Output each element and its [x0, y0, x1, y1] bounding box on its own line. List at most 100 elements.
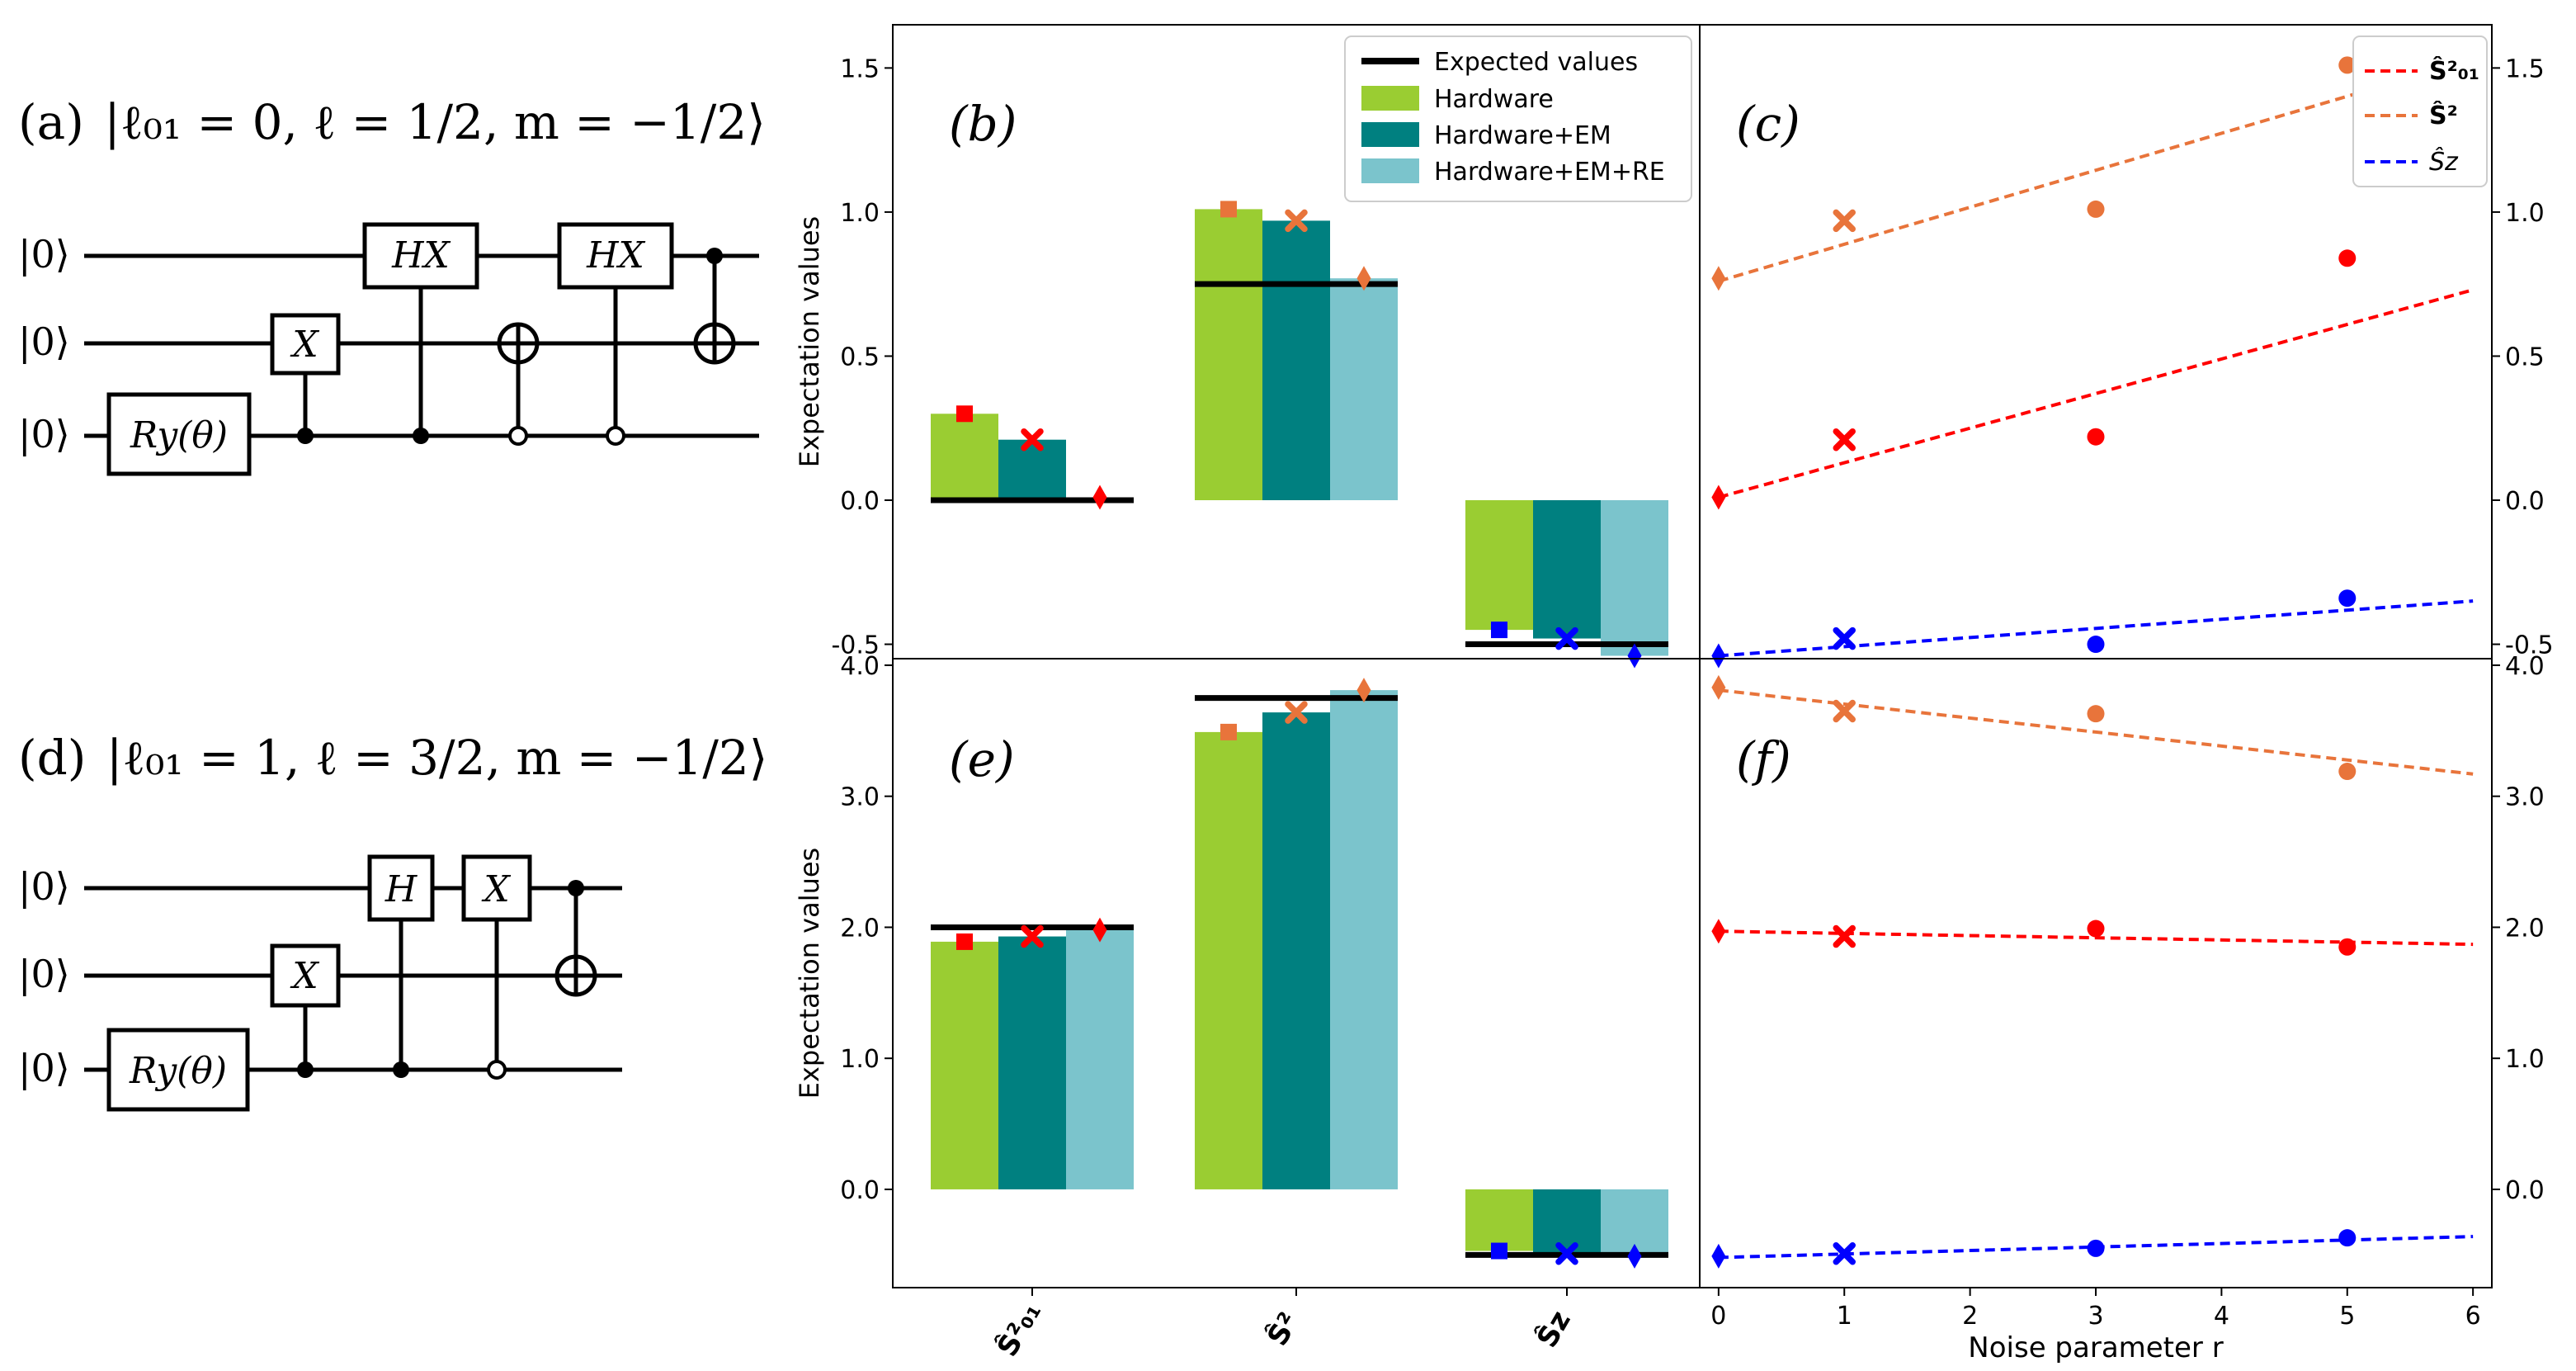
chart-e-xtick-label-1: Ŝ²	[1260, 1307, 1305, 1352]
circuit-d-x-label-2: X	[481, 868, 511, 910]
circuit-a-ry-label: Ry(θ)	[130, 414, 228, 456]
legend-b-hardware-swatch	[1361, 86, 1419, 111]
chart-c-ytick-label-3: 1.0	[2505, 199, 2545, 228]
circuit-d-x-gate-1	[270, 943, 341, 1008]
chart-c-point-1-0	[1711, 266, 1726, 291]
circuit-d-open-ctrl	[487, 1060, 507, 1080]
chart-b-marker-2-0	[1491, 622, 1507, 639]
chart-f-point-2-3	[2338, 1229, 2357, 1247]
circuit-d-label: (d)	[18, 730, 86, 786]
chart-e-marker-1-1	[1285, 701, 1308, 724]
chart-e-xtick-label-0: Ŝ²₀₁	[990, 1296, 1048, 1362]
chart-f-xtick-label-6: 6	[2465, 1302, 2481, 1331]
legend-b-em-re-label: Hardware+EM+RE	[1434, 158, 1665, 187]
chart-b-ylabel: Expectation values	[794, 216, 825, 467]
chart-c-fit-1	[1718, 57, 2474, 283]
circuit-d-ket-1: |0⟩	[18, 864, 70, 909]
chart-f-ytick-label-4: 4.0	[2505, 652, 2545, 681]
circuit-d-h-label: H	[385, 868, 418, 910]
chart-c-fit-2	[1718, 599, 2474, 658]
chart-f-xlabel: Noise parameter r	[1968, 1331, 2223, 1364]
legend-b-em-re-swatch	[1361, 158, 1419, 183]
chart-c-point-0-0	[1711, 485, 1726, 510]
circuit-a-x-label: X	[290, 324, 319, 366]
chart-e-ylabel: Expectation values	[794, 848, 825, 1099]
chart-b-bar-1-1	[1262, 220, 1330, 500]
circuit-a-ctrl-dot-2	[413, 428, 429, 444]
chart-e-marker-0-0	[956, 933, 973, 950]
chart-f-point-0-2	[2087, 920, 2105, 938]
chart-e-bar-0-0	[931, 941, 998, 1189]
chart-c-ytick-label-4: 1.5	[2505, 54, 2545, 83]
chart-e-marker-0-2	[1092, 917, 1107, 943]
chart-f-point-1-3	[2338, 763, 2357, 781]
chart-b-bar-2-0	[1465, 500, 1533, 631]
chart-f-xtick-label-3: 3	[2088, 1302, 2103, 1331]
chart-e-panel-label: (e)	[949, 731, 1015, 787]
legend-c-sz-label: Ŝz	[2429, 146, 2459, 177]
circuit-a-hx-label-2: HX	[586, 234, 645, 277]
svg-text:(d) |ℓ₀₁ = 1, ℓ = 3/2, m: (d) |ℓ₀₁ = 1, ℓ = 3/2, m = −1/2⟩	[18, 730, 767, 786]
chart-f-point-1-1	[1833, 699, 1856, 723]
chart-panel-b: -0.5 0.0 0.5 1.0 1.5 Expectation values (b)	[794, 25, 1668, 669]
chart-e-bar-2-0	[1465, 1189, 1533, 1251]
chart-b-bar-1-0	[1195, 209, 1262, 500]
chart-b-marker-1-0	[1220, 201, 1237, 218]
chart-e-ytick-label-1: 1.0	[840, 1045, 880, 1074]
chart-b-panel-label: (b)	[949, 96, 1017, 152]
circuit-a-x-gate	[270, 313, 341, 376]
chart-c-point-0-1	[1833, 428, 1856, 451]
chart-e-bar-2-1	[1533, 1189, 1601, 1254]
legend-c-box	[2352, 35, 2488, 187]
chart-e-ytick-label-4: 4.0	[840, 652, 880, 681]
chart-b-marker-0-1	[1021, 428, 1044, 451]
chart-f-fit-1	[1718, 688, 2474, 776]
chart-e-marker-2-0	[1491, 1242, 1507, 1260]
chart-b-marker-0-0	[956, 405, 973, 423]
chart-e-marker-1-2	[1356, 678, 1371, 703]
chart-f-xtick-label-2: 2	[1962, 1302, 1978, 1331]
chart-b-ytick-label-2: 0.5	[840, 343, 880, 371]
chart-c-point-0-3	[2338, 249, 2357, 267]
chart-e-ytick-label-0: 0.0	[840, 1176, 880, 1205]
chart-f-xtick-label-4: 4	[2214, 1302, 2229, 1331]
chart-c-ytick-label-0: -0.5	[2505, 631, 2554, 660]
chart-b-bar-2-1	[1533, 500, 1601, 639]
chart-c-point-0-2	[2087, 428, 2105, 446]
chart-e-marker-0-1	[1021, 924, 1044, 948]
circuit-a-ry-gate	[106, 392, 252, 476]
chart-f-ytick-label-1: 1.0	[2505, 1045, 2545, 1074]
chart-c-point-1-1	[1833, 209, 1856, 233]
chart-f-panel-label: (f)	[1736, 731, 1791, 787]
circuit-d-ry-label: Ry(θ)	[129, 1050, 227, 1092]
chart-c-point-1-3	[2338, 56, 2357, 74]
chart-f-ytick-label-3: 3.0	[2505, 783, 2545, 812]
circuit-a-open-ctrl-2	[606, 426, 625, 446]
chart-e-bar-0-1	[998, 936, 1066, 1189]
chart-f-point-2-2	[2087, 1239, 2105, 1257]
circuit-a-hx-gate-2	[557, 222, 674, 290]
chart-c-fit-0	[1718, 288, 2474, 499]
chart-f-point-1-2	[2087, 705, 2105, 723]
chart-b-ytick-label-0: -0.5	[831, 631, 880, 660]
circuit-d-h-gate	[367, 854, 435, 922]
figure-frame	[892, 24, 2493, 1288]
chart-e-bar-1-1	[1262, 712, 1330, 1189]
chart-c-point-2-1	[1833, 626, 1856, 650]
legend-b: Expected values Hardware Hardware+EM Har…	[1344, 35, 1692, 202]
chart-f-ytick-label-0: 0.0	[2505, 1176, 2545, 1205]
circuit-a-ket-3: |0⟩	[18, 412, 70, 456]
circuit-d-title: |ℓ₀₁ = 1, ℓ = 3/2, m = −1/2⟩	[106, 730, 768, 786]
chart-f-ytick-label-2: 2.0	[2505, 914, 2545, 943]
chart-f-point-2-0	[1711, 1243, 1726, 1269]
circuit-a-ket-1: |0⟩	[18, 232, 70, 277]
chart-b-ytick-label-4: 1.5	[840, 54, 880, 83]
circuit-d-ctrl-dot-2	[393, 1061, 409, 1078]
legend-b-expected-label: Expected values	[1434, 48, 1638, 77]
chart-panel-e: 0.0 1.0 2.0 3.0 4.0 Expectation values Ŝ²₀₁ Ŝ² Ŝ…	[794, 652, 1668, 1362]
chart-c-point-1-2	[2087, 200, 2105, 218]
circuit-d-x-label-1: X	[290, 955, 319, 997]
chart-e-marker-2-2	[1627, 1243, 1642, 1269]
chart-panel-c: -0.5 0.0 0.5 1.0 1.5 (c)	[1711, 54, 2554, 669]
